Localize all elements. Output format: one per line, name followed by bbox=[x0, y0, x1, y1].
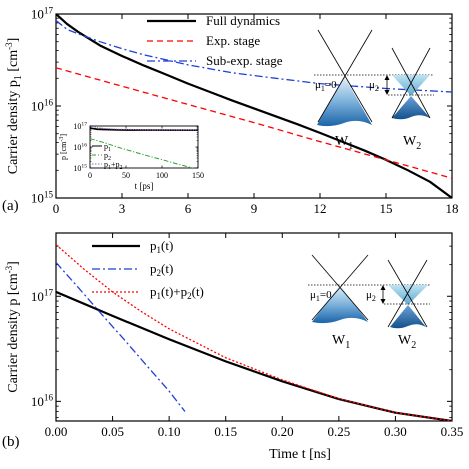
w2-cone-line-right bbox=[391, 47, 431, 119]
mu2b-arrow-head-top bbox=[380, 285, 386, 290]
x-tick-label: 0.05 bbox=[101, 424, 124, 439]
panel-b-frame bbox=[55, 232, 453, 422]
panel-b: 0.00 0.05 0.10 0.15 0.20 0.25 0.30 0.35 1016 1017… bbox=[2, 232, 463, 462]
x-tick-label: 0.20 bbox=[271, 424, 294, 439]
panel-b-xlabel: Time t [ns] bbox=[269, 447, 331, 462]
legend-label-sub-exp-stage: Sub-exp. stage bbox=[206, 53, 283, 68]
y-tick-label: 1016 bbox=[31, 393, 54, 409]
w1b-cone-line-right bbox=[311, 254, 369, 321]
panel-b-legend: p1(t) p2(t) p1(t)+p2(t) bbox=[92, 238, 204, 301]
y-tick-label: 1015 bbox=[73, 164, 87, 173]
x-tick-label: 0.30 bbox=[384, 424, 407, 439]
x-tick-label: 15 bbox=[380, 201, 393, 216]
y-tick-label: 1017 bbox=[73, 122, 87, 131]
w1-cone-line-right bbox=[317, 29, 373, 123]
panel-b-axes: 0.00 0.05 0.10 0.15 0.20 0.25 0.30 0.35 1016 1017 bbox=[31, 233, 463, 439]
w2-valence-cone bbox=[392, 96, 430, 120]
series-line-2 bbox=[90, 126, 198, 131]
w1-label: W1 bbox=[335, 134, 353, 152]
legend-label-p1: p1(t) bbox=[150, 238, 173, 255]
w2b-label: W2 bbox=[398, 333, 416, 351]
panel-a-legend: Full dynamics Exp. stage Sub-exp. stage bbox=[147, 13, 283, 68]
inset-axes: 0 50 100 150 1015 1016 1017 bbox=[73, 122, 204, 180]
x-tick-label: 18 bbox=[446, 201, 459, 216]
panel-a-schematic: μ1=0 μ2 W1 W2 bbox=[314, 29, 434, 152]
panel-b-ylabel: Carrier density p [cm-3] bbox=[4, 261, 21, 393]
w1-valence-cone bbox=[317, 76, 372, 127]
panel-a-inset: 0 50 100 150 1015 1016 1017 p1 p2 p1+p2 t [ps]… bbox=[59, 122, 204, 191]
inset-legend-label-p2: p2 bbox=[104, 151, 111, 162]
w1b-label: W1 bbox=[332, 333, 350, 351]
w1b-valence-cone bbox=[312, 285, 368, 324]
x-tick-label: 100 bbox=[156, 171, 168, 180]
series-line-1 bbox=[90, 138, 195, 168]
series-line-2 bbox=[56, 244, 452, 421]
mu2-arrow-head-top bbox=[384, 75, 390, 80]
mu2b-arrow-head-bottom bbox=[380, 299, 386, 304]
inset-legend-label-p1p2: p1+p2 bbox=[104, 160, 123, 171]
panel-b-series bbox=[56, 244, 452, 421]
x-tick-label: 0.00 bbox=[45, 424, 68, 439]
legend-label-exp-stage: Exp. stage bbox=[206, 33, 260, 48]
x-tick-label: 150 bbox=[192, 171, 204, 180]
y-tick-label: 1017 bbox=[31, 288, 54, 304]
mu1-label: μ1=0 bbox=[315, 79, 337, 93]
w2-label: W2 bbox=[403, 134, 421, 152]
mu2-arrow-head-bottom bbox=[384, 90, 390, 95]
x-tick-label: 0.15 bbox=[214, 424, 237, 439]
mu2-label: μ2 bbox=[369, 79, 379, 93]
legend-label-p1-plus-p2: p1(t)+p2(t) bbox=[150, 284, 204, 301]
x-tick-label: 0 bbox=[53, 201, 60, 216]
x-tick-label: 0.25 bbox=[327, 424, 350, 439]
y-tick-label: 1016 bbox=[73, 143, 87, 152]
legend-label-p2: p2(t) bbox=[150, 261, 173, 278]
x-tick-label: 0 bbox=[88, 171, 92, 180]
y-tick-label: 1015 bbox=[31, 189, 54, 205]
series-line-0 bbox=[56, 290, 452, 421]
w2-filled-region bbox=[392, 75, 430, 96]
w2b-cone-line-right bbox=[387, 259, 428, 328]
series-line-1 bbox=[56, 261, 186, 412]
inset-legend-label-p1: p1 bbox=[104, 142, 111, 153]
inset-series bbox=[90, 126, 198, 168]
x-tick-label: 0.35 bbox=[441, 424, 464, 439]
x-tick-label: 3 bbox=[119, 201, 126, 216]
x-tick-label: 12 bbox=[314, 201, 327, 216]
inset-legend: p1 p2 p1+p2 bbox=[92, 142, 123, 171]
series-line-0 bbox=[56, 14, 452, 198]
panel-a: 0 3 6 9 12 15 18 1015 1016 1017 Full dynamics Exp… bbox=[2, 5, 459, 216]
inset-frame bbox=[89, 125, 199, 169]
mu1b-label: μ1=0 bbox=[310, 289, 332, 303]
panel-a-ylabel: Carrier density p1 [cm-3] bbox=[4, 38, 24, 175]
panel-b-schematic: μ1=0 μ2 W1 W2 bbox=[308, 254, 430, 351]
panel-a-series bbox=[56, 14, 452, 198]
series-line-1 bbox=[56, 67, 452, 179]
mu2b-label: μ2 bbox=[366, 289, 376, 303]
y-tick-label: 1017 bbox=[31, 5, 54, 21]
panel-a-label: (a) bbox=[2, 198, 19, 214]
legend-label-full-dynamics: Full dynamics bbox=[206, 13, 280, 28]
w2b-valence-cone bbox=[390, 305, 426, 329]
panel-b-label: (b) bbox=[2, 434, 20, 450]
x-tick-label: 9 bbox=[251, 201, 258, 216]
x-tick-label: 0.10 bbox=[158, 424, 181, 439]
x-tick-label: 50 bbox=[122, 171, 130, 180]
x-tick-label: 6 bbox=[185, 201, 192, 216]
inset-xlabel: t [ps] bbox=[135, 181, 154, 191]
y-tick-label: 1016 bbox=[31, 97, 54, 113]
series-line-0 bbox=[90, 127, 198, 132]
series-line-2 bbox=[56, 19, 452, 93]
inset-ylabel: p [cm-3] bbox=[59, 134, 68, 160]
